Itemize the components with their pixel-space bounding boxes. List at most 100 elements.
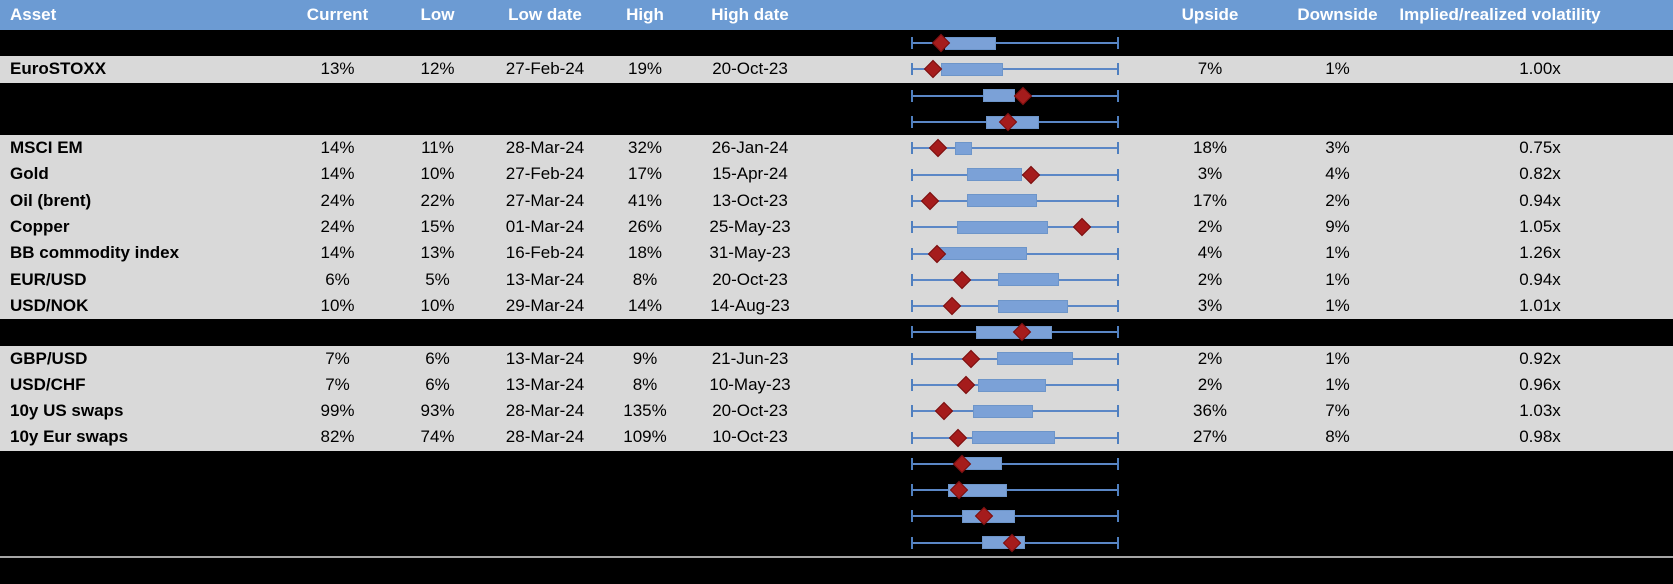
whisker-cap-right — [1117, 168, 1119, 181]
iqr-box — [936, 247, 1028, 261]
cell-implied-realized-volatility: 0.75x — [1519, 138, 1561, 158]
table-row: Copper 24% 15% 01-Mar-24 26% 25-May-23 2% 9% 1.0… — [0, 214, 1673, 241]
whisker-line — [912, 515, 1118, 518]
table-body: EuroSTOXX 13% 12% 27-Feb-24 19% 20-Oct-23 7% 1%… — [0, 30, 1673, 556]
cell-low-date: 27-Feb-24 — [505, 59, 585, 79]
cell-high-date: 10-Oct-23 — [712, 427, 788, 447]
cell-asset: MSCI EM — [10, 138, 83, 158]
cell-current: 14% — [320, 243, 355, 263]
cell-low: 93% — [420, 401, 455, 421]
cell-asset: 10y US swaps — [10, 401, 124, 421]
table-row: USD/CHF 7% 6% 13-Mar-24 8% 10-May-23 2% 1% 0.96x — [0, 371, 1673, 399]
boxplot — [911, 188, 1119, 214]
whisker-cap-right — [1117, 457, 1119, 470]
boxplot — [911, 530, 1119, 556]
whisker-cap-right — [1117, 352, 1119, 365]
table-row: EUR/USD 6% 5% 13-Mar-24 8% 20-Oct-23 2% 1% 0.94x — [0, 266, 1673, 293]
cell-upside: 2% — [1197, 348, 1223, 368]
cell-high: 19% — [627, 59, 663, 79]
iqr-box — [944, 36, 997, 50]
whisker-cap-left — [911, 247, 913, 260]
iqr-box — [966, 168, 1023, 182]
whisker-cap-left — [911, 379, 913, 391]
boxplot — [911, 30, 1119, 56]
col-header-downside: Downside — [1297, 5, 1378, 24]
cell-low-date: 13-Mar-24 — [505, 374, 585, 394]
cell-upside: 17% — [1192, 190, 1228, 210]
cell-high: 8% — [632, 374, 658, 394]
whisker-cap-right — [1117, 247, 1119, 260]
whisker-cap-left — [911, 168, 913, 181]
boxplot — [911, 109, 1119, 135]
whisker-cap-right — [1117, 221, 1119, 234]
table-row: 10y US swaps 99% 93% 28-Mar-24 135% 20-Oct-23… — [0, 398, 1673, 425]
whisker-line — [912, 42, 1118, 45]
cell-upside: 3% — [1197, 164, 1223, 184]
whisker-line — [912, 147, 1118, 150]
cell-implied-realized-volatility: 1.03x — [1519, 401, 1561, 421]
col-header-low: Low — [420, 5, 455, 24]
cell-asset: EuroSTOXX — [10, 59, 107, 79]
cell-current: 14% — [320, 138, 355, 158]
current-marker-icon — [928, 139, 947, 158]
table-row: GBP/USD 7% 6% 13-Mar-24 9% 21-Jun-23 2% 1% 0.92x — [0, 345, 1673, 372]
cell-upside: 7% — [1197, 59, 1223, 79]
cell-current: 7% — [325, 348, 350, 368]
boxplot — [911, 346, 1119, 372]
cell-high: 17% — [627, 164, 663, 184]
table-row: Gold 14% 10% 27-Feb-24 17% 15-Apr-24 3% 4% 0.82x — [0, 161, 1673, 188]
col-header-asset: Asset — [10, 5, 57, 24]
whisker-cap-left — [911, 142, 913, 155]
boxplot — [911, 214, 1119, 240]
whisker-cap-right — [1117, 431, 1119, 444]
cell-high: 9% — [632, 348, 658, 368]
whisker-cap-right — [1117, 273, 1119, 286]
cell-implied-realized-volatility: 1.05x — [1519, 217, 1561, 237]
iqr-box — [996, 352, 1074, 366]
cell-current: 82% — [320, 427, 355, 447]
cell-low-date: 13-Mar-24 — [505, 269, 585, 289]
iqr-box — [957, 220, 1049, 234]
table-row: EuroSTOXX 13% 12% 27-Feb-24 19% 20-Oct-23 7% 1%… — [0, 56, 1673, 83]
cell-implied-realized-volatility: 0.96x — [1519, 374, 1561, 394]
whisker-cap-left — [911, 484, 913, 497]
boxplot — [911, 451, 1119, 477]
whisker-cap-right — [1117, 300, 1119, 313]
cell-low: 10% — [420, 295, 455, 315]
whisker-cap-left — [911, 300, 913, 313]
current-marker-icon — [961, 349, 981, 368]
whisker-cap-left — [911, 405, 913, 418]
whisker-cap-right — [1117, 142, 1119, 155]
col-header-high: High — [626, 5, 664, 24]
whisker-cap-right — [1117, 63, 1119, 76]
cell-asset: BB commodity index — [10, 243, 180, 263]
hidden-row — [0, 108, 1673, 136]
whisker-cap-left — [911, 352, 913, 365]
hidden-row — [0, 529, 1673, 556]
col-header-upside: Upside — [1181, 5, 1239, 24]
boxplot — [911, 293, 1119, 319]
whisker-cap-right — [1117, 484, 1119, 497]
cell-implied-realized-volatility: 0.92x — [1519, 348, 1561, 368]
cell-upside: 2% — [1197, 374, 1223, 394]
hidden-row — [0, 82, 1673, 109]
cell-high: 14% — [627, 295, 663, 315]
whisker-cap-left — [911, 116, 913, 129]
current-marker-icon — [956, 375, 975, 395]
whisker-line — [912, 68, 1118, 71]
cell-high-date: 20-Oct-23 — [712, 269, 788, 289]
cell-high-date: 31-May-23 — [709, 243, 791, 263]
boxplot — [911, 267, 1119, 293]
table-row: BB commodity index 14% 13% 16-Feb-24 18% 31-M… — [0, 240, 1673, 267]
boxplot — [911, 83, 1119, 109]
col-header-high-date: High date — [711, 5, 789, 24]
cell-downside: 3% — [1325, 138, 1350, 158]
cell-high: 26% — [627, 217, 663, 237]
whisker-line — [912, 462, 1118, 465]
cell-low: 6% — [425, 348, 450, 368]
cell-low: 12% — [420, 59, 455, 79]
cell-implied-realized-volatility: 1.00x — [1519, 59, 1561, 79]
cell-low-date: 29-Mar-24 — [505, 295, 585, 315]
cell-low: 6% — [425, 374, 450, 394]
cell-downside: 7% — [1325, 401, 1350, 421]
